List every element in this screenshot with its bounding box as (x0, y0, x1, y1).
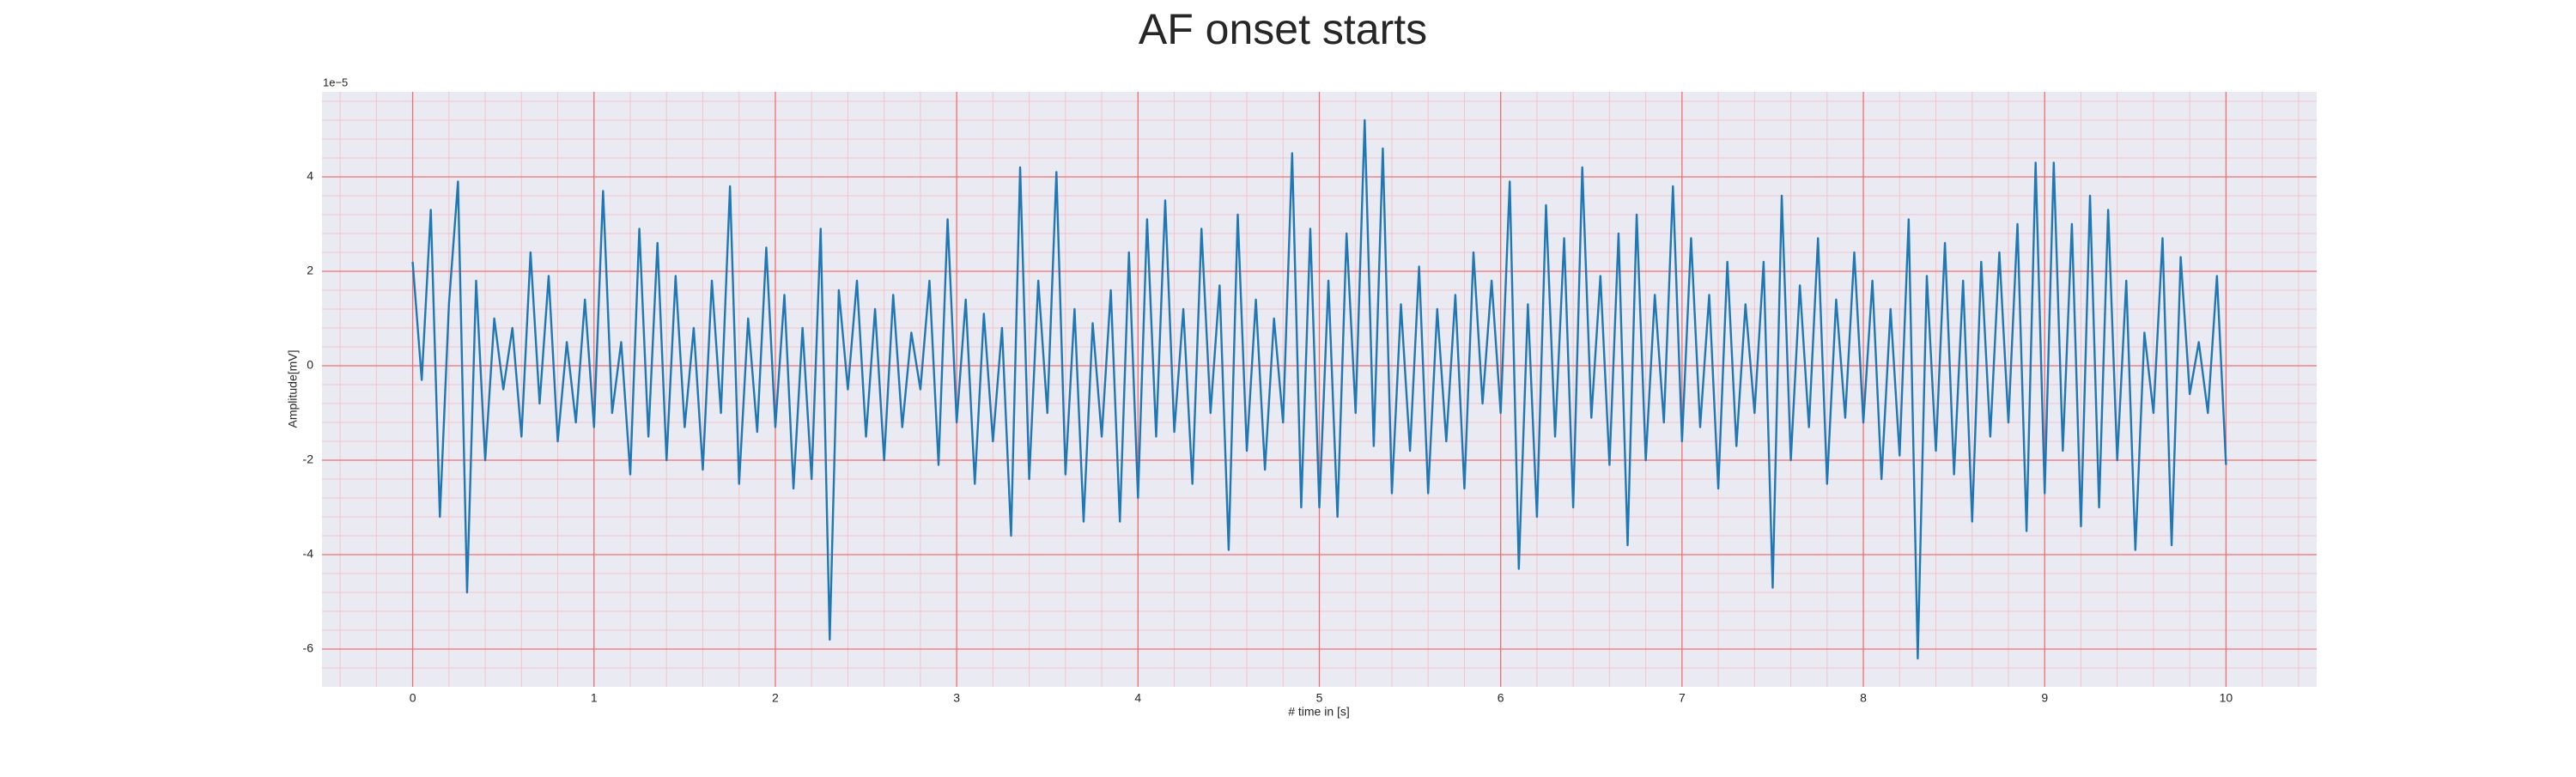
x-tick-label: 3 (953, 691, 960, 705)
x-tick-label: 2 (772, 691, 779, 705)
x-tick-label: 4 (1134, 691, 1141, 705)
y-tick-label: 2 (307, 264, 313, 277)
x-tick-label: 8 (1860, 691, 1867, 705)
y-tick-label: -2 (303, 452, 314, 466)
x-tick-label: 1 (591, 691, 598, 705)
offset-text: 1e−5 (323, 76, 348, 88)
y-tick-label: 4 (307, 169, 313, 183)
x-tick-label: 5 (1316, 691, 1323, 705)
chart-title: AF onset starts (1139, 5, 1427, 53)
x-tick-label: 0 (410, 691, 416, 705)
y-axis-label: Amplitude[mV] (286, 349, 300, 428)
x-tick-label: 7 (1679, 691, 1686, 705)
signal-line (411, 118, 2227, 660)
x-tick-label: 9 (2041, 691, 2048, 705)
y-tick-label: 0 (307, 358, 313, 372)
x-tick-label: 6 (1498, 691, 1504, 705)
y-tick-label: -4 (303, 547, 314, 561)
x-axis-label: # time in [s] (1288, 705, 1350, 719)
y-tick-label: -6 (303, 641, 314, 655)
x-tick-label: 10 (2220, 691, 2233, 705)
